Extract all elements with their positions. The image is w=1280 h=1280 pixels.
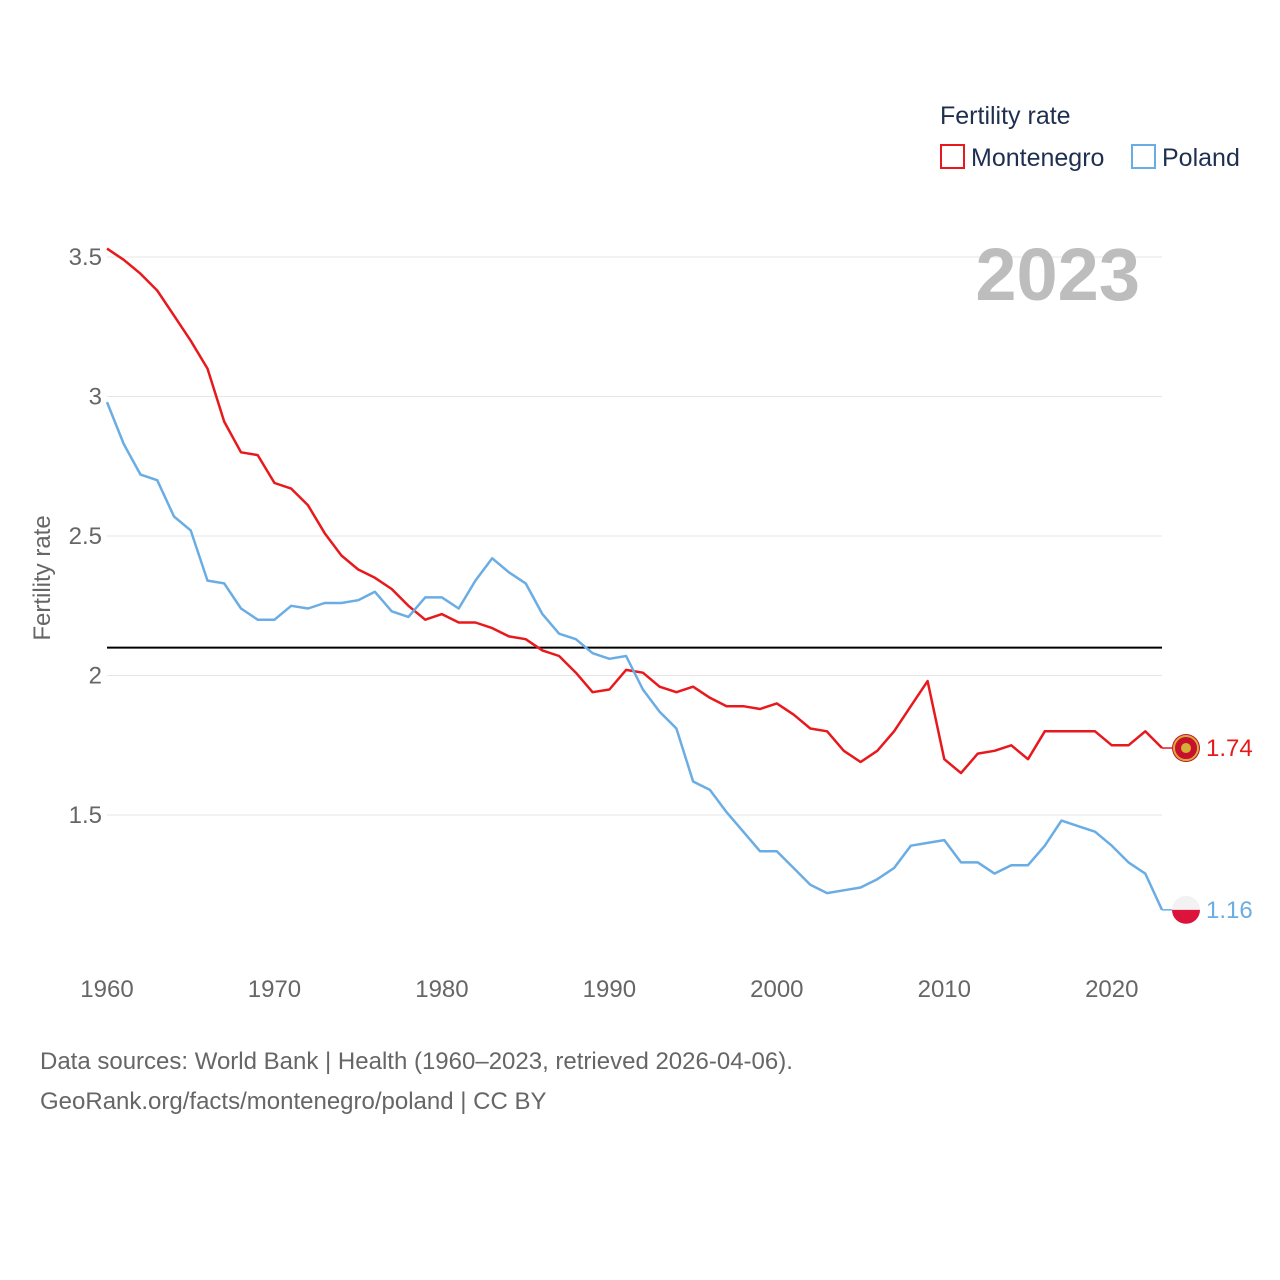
y-tick-label: 1.5 — [69, 802, 102, 829]
y-axis-title: Fertility rate — [29, 515, 56, 640]
x-tick-label: 2000 — [750, 976, 803, 1003]
legend-item-poland[interactable]: Poland — [1131, 144, 1240, 172]
legend-item-montenegro[interactable]: Montenegro — [940, 144, 1104, 172]
data-source-note: Data sources: World Bank | Health (1960–… — [40, 1048, 793, 1075]
montenegro-flag-icon — [1172, 734, 1200, 763]
series-layer — [105, 247, 1164, 911]
legend-swatch-poland — [1131, 144, 1156, 169]
series-line-poland — [105, 401, 1164, 911]
x-tick-label: 2010 — [918, 976, 971, 1003]
end-value-label-poland: 1.16 — [1206, 897, 1253, 924]
legend-title: Fertility rate — [940, 102, 1071, 130]
poland-flag-icon — [1172, 895, 1200, 924]
y-axis-ticks: 1.5 2 2.5 3 3.5 — [69, 244, 102, 829]
x-tick-label: 2020 — [1085, 976, 1138, 1003]
legend: Fertility rate Montenegro Poland — [940, 102, 1240, 172]
legend-label-montenegro: Montenegro — [971, 144, 1104, 172]
legend-swatch-montenegro — [940, 144, 965, 169]
year-label: 2023 — [975, 233, 1140, 316]
series-line-montenegro — [106, 247, 1163, 775]
gridlines — [107, 256, 1162, 816]
x-tick-label: 1980 — [415, 976, 468, 1003]
x-axis-ticks: 1960 1970 1980 1990 2000 2010 2020 — [80, 976, 1138, 1003]
y-tick-label: 3.5 — [69, 244, 102, 271]
y-tick-label: 2 — [89, 663, 102, 690]
attribution-link[interactable]: GeoRank.org/facts/montenegro/poland | CC… — [40, 1088, 547, 1115]
y-tick-label: 2.5 — [69, 523, 102, 550]
footer: Data sources: World Bank | Health (1960–… — [40, 1042, 793, 1122]
legend-label-poland: Poland — [1162, 144, 1240, 172]
x-tick-label: 1960 — [80, 976, 133, 1003]
end-markers: 1.74 1.16 — [1162, 734, 1253, 924]
end-value-label-montenegro: 1.74 — [1206, 735, 1253, 762]
x-tick-label: 1970 — [248, 976, 301, 1003]
x-tick-label: 1990 — [583, 976, 636, 1003]
y-tick-label: 3 — [89, 384, 102, 411]
